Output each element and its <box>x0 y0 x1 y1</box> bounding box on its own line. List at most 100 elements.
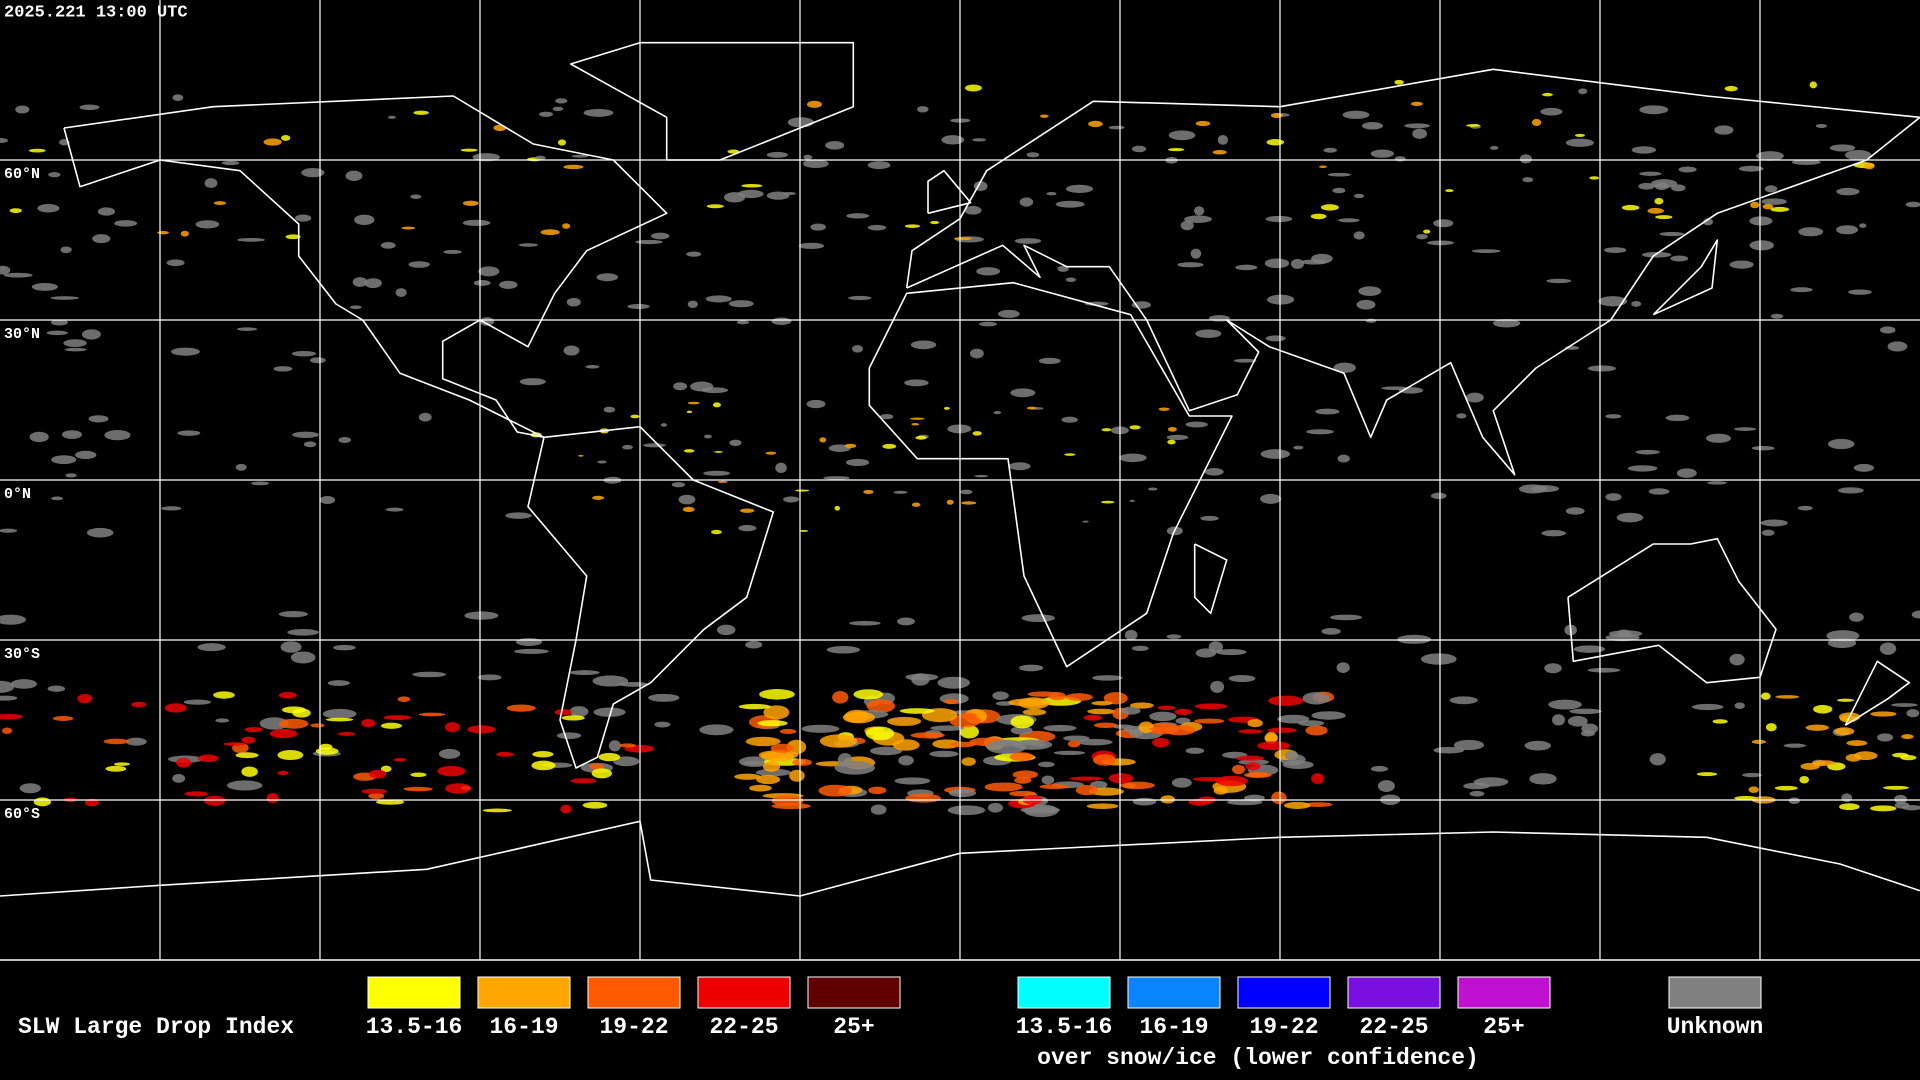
cloud-patch <box>1805 724 1829 731</box>
cloud-patch <box>597 460 607 464</box>
cloud-patch <box>1670 255 1689 262</box>
cloud-patch <box>46 330 68 336</box>
cloud-patch <box>37 203 60 213</box>
cloud-patch <box>1631 300 1642 307</box>
cloud-patch <box>1775 695 1800 699</box>
graticule: 60°N 30°N 0°N 30°S 60°S <box>0 0 1920 960</box>
cloud-patch <box>1649 753 1666 766</box>
cloud-patch <box>736 320 750 325</box>
cloud-patch <box>917 106 929 113</box>
cloud-patch <box>518 243 538 247</box>
cloud-patch <box>273 366 293 372</box>
cloud-patch <box>1589 176 1600 180</box>
cloud-patch <box>802 159 829 169</box>
cloud-patch <box>364 278 382 289</box>
cloud-patch <box>651 232 670 240</box>
cloud-patch <box>397 696 411 702</box>
cloud-patch <box>1734 427 1757 431</box>
cloud-patch <box>1578 88 1588 95</box>
cloud-patch <box>277 750 304 761</box>
cloud-patch <box>1009 790 1037 797</box>
cloud-patch <box>1166 634 1182 639</box>
cloud-patch <box>515 638 543 646</box>
cloud-patch <box>898 755 914 766</box>
cloud-patch <box>618 743 636 748</box>
cloud-patch <box>1129 425 1141 430</box>
cloud-patch <box>755 768 791 777</box>
cloud-patch <box>380 242 396 249</box>
cloud-patch <box>1245 762 1261 771</box>
cloud-patch <box>1598 296 1628 307</box>
cloud-patch <box>810 223 826 231</box>
legend-label: 19-22 <box>599 1014 668 1040</box>
cloud-patch <box>929 750 959 758</box>
cloud-patch <box>1167 426 1177 432</box>
cloud-patch <box>277 770 289 776</box>
cloud-patch <box>361 718 376 728</box>
cloud-patch <box>499 280 518 289</box>
cloud-patch <box>1906 709 1920 718</box>
cloud-patch <box>556 732 582 739</box>
cloud-patch <box>1215 775 1248 787</box>
cloud-patch <box>1342 110 1370 119</box>
cloud-patch <box>1121 706 1141 715</box>
cloud-patch <box>412 671 447 678</box>
cloud-patch <box>0 695 18 701</box>
cloud-patch <box>561 715 585 721</box>
cloud-patch <box>278 691 297 699</box>
cloud-patch <box>418 712 446 717</box>
cloud-patch <box>1158 407 1170 411</box>
cloud-patch <box>1774 785 1798 791</box>
cloud-patch <box>1118 453 1147 463</box>
cloud-patch <box>1267 294 1295 305</box>
cloud-patch <box>64 347 87 352</box>
coastline <box>1844 660 1911 726</box>
cloud-patch <box>1798 227 1824 237</box>
cloud-patch <box>789 769 805 782</box>
cloud-patch <box>570 778 597 784</box>
cloud-patch <box>964 84 982 92</box>
cloud-patch <box>177 430 201 436</box>
cloud-patch <box>1712 719 1728 724</box>
cloud-patch <box>1217 134 1229 145</box>
cloud-patch <box>992 691 1009 700</box>
cloud-patch <box>972 431 982 436</box>
cloud-patch <box>1749 216 1773 226</box>
cloud-patch <box>738 703 771 710</box>
cloud-patch <box>1734 702 1745 709</box>
cloud-patch <box>92 234 111 244</box>
cloud-patch <box>1267 727 1297 733</box>
cloud-patch <box>635 239 663 245</box>
cloud-patch <box>1337 454 1350 463</box>
cloud-patch <box>603 406 616 413</box>
cloud-patch <box>1277 714 1310 724</box>
cloud-patch <box>171 347 200 356</box>
cloud-patch <box>237 237 265 242</box>
cloud-patch <box>464 611 499 620</box>
cloud-patch <box>585 365 600 369</box>
cloud-patch <box>203 795 226 806</box>
cloud-patch <box>792 758 812 766</box>
cloud-patch <box>1404 123 1430 129</box>
cloud-patch <box>1046 192 1057 196</box>
timestamp: 2025.221 13:00 UTC <box>4 3 188 22</box>
cloud-patch <box>183 699 211 705</box>
cloud-patch <box>1542 92 1553 97</box>
cloud-patch <box>1531 118 1542 127</box>
cloud-patch <box>738 524 757 532</box>
legend-swatch <box>1017 976 1111 1009</box>
cloud-patch <box>868 786 887 795</box>
cloud-patch <box>870 804 887 815</box>
legend-swatch <box>1457 976 1551 1009</box>
cloud-patch <box>172 773 186 783</box>
cloud-patch <box>444 722 460 733</box>
cloud-patch <box>613 756 640 767</box>
cloud-patch <box>269 729 298 739</box>
cloud-patch <box>1894 794 1908 804</box>
cloud-patch <box>819 437 827 443</box>
cloud-patch <box>729 439 742 447</box>
cloud-patch <box>972 138 986 142</box>
cloud-patch <box>467 725 496 734</box>
cloud-patch <box>782 191 796 196</box>
cloud-patch <box>1091 701 1113 706</box>
